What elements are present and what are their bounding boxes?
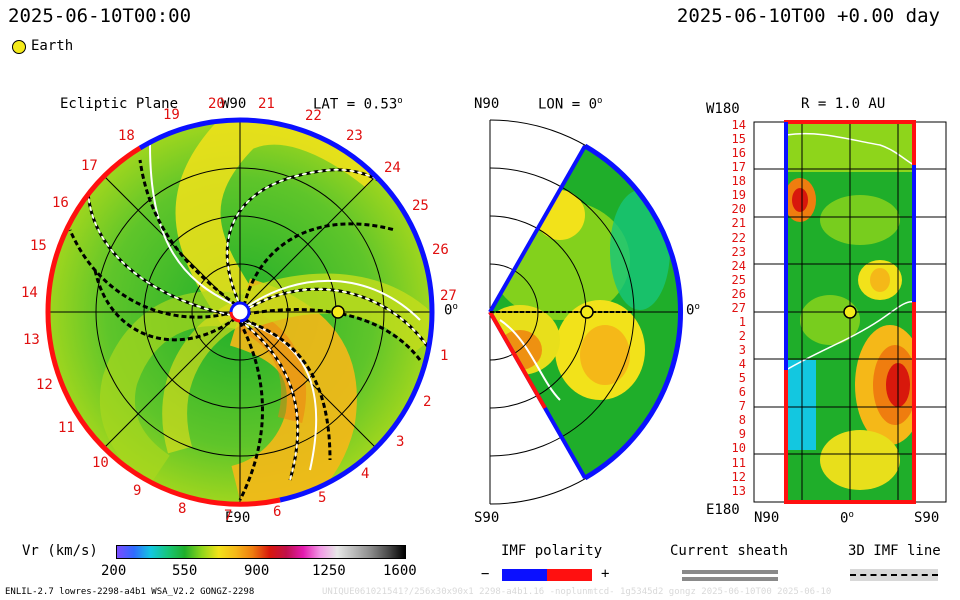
colorbar-tick: 200	[101, 563, 127, 579]
earth-marker-ecliptic	[331, 305, 345, 319]
current-sheath-swatch-bottom	[682, 577, 778, 581]
carrington-label: 13	[23, 332, 40, 348]
earth-marker-latlon	[843, 305, 857, 319]
current-sheath-label: Current sheath	[670, 543, 789, 559]
latlon-x-label: 0o	[840, 510, 854, 527]
carrington-label: 14	[21, 285, 38, 301]
polarity-negative-swatch	[502, 569, 547, 581]
carrington-label: 21	[258, 96, 275, 112]
run-watermark: UNIQUE061021541?/256x30x90x1 2298-a4b1.1…	[322, 587, 832, 597]
latlon-x-label: S90	[914, 510, 940, 526]
model-info: ENLIL-2.7 lowres-2298-a4b1 WSA_V2.2 GONG…	[5, 587, 255, 597]
carrington-label: 15	[30, 238, 47, 254]
imf-plus-label: +	[601, 566, 610, 582]
carrington-label: 1	[440, 348, 449, 364]
colorbar-tick: 550	[172, 563, 198, 579]
datetime-right: 2025-06-10T00 +0.00 day	[676, 5, 940, 27]
imf-line-swatch	[850, 569, 938, 581]
datetime-left: 2025-06-10T00:00	[8, 5, 192, 27]
ecliptic-zero-label: 0o	[444, 302, 458, 319]
carrington-label: 4	[361, 466, 370, 482]
carrington-label: 6	[273, 504, 282, 520]
colorbar-tick: 1250	[312, 563, 346, 579]
colorbar-label: Vr (km/s)	[22, 543, 98, 559]
carrington-label: 23	[346, 128, 363, 144]
latlon-title: R = 1.0 AU	[801, 96, 886, 112]
carrington-label: 16	[52, 195, 69, 211]
carrington-label: 18	[118, 128, 135, 144]
carrington-label: 19	[163, 107, 180, 123]
ecliptic-title: Ecliptic Plane	[60, 96, 179, 112]
meridional-lon-label: LON = 0o	[538, 96, 603, 113]
carrington-label: 8	[178, 501, 187, 517]
latlon-x-label: N90	[754, 510, 780, 526]
carrington-label: 20	[208, 96, 225, 112]
carrington-label: 7	[224, 508, 233, 524]
carrington-label: 22	[305, 108, 322, 124]
carrington-label: 25	[412, 198, 429, 214]
latlon-bottom-left-label: E180	[706, 502, 740, 518]
carrington-label: 27	[440, 288, 457, 304]
carrington-label: 3	[396, 434, 405, 450]
earth-legend-label: Earth	[31, 38, 74, 54]
carrington-label: 24	[384, 160, 401, 176]
velocity-colorbar	[116, 545, 406, 559]
earth-legend-icon	[12, 40, 26, 54]
carrington-label: 17	[81, 158, 98, 174]
imf-minus-label: −	[481, 566, 490, 582]
polarity-positive-swatch	[547, 569, 592, 581]
current-sheath-swatch-top	[682, 570, 778, 574]
carrington-label: 26	[432, 242, 449, 258]
imf-line-label: 3D IMF line	[848, 543, 941, 559]
carrington-label: 5	[318, 490, 327, 506]
earth-marker-meridional	[580, 305, 594, 319]
meridional-zero-label: 0o	[686, 302, 700, 319]
colorbar-tick: 1600	[383, 563, 417, 579]
carrington-label: 11	[58, 420, 75, 436]
carrington-label: 12	[36, 377, 53, 393]
ecliptic-bottom-label: E90	[225, 510, 251, 526]
carrington-label: 9	[133, 483, 142, 499]
meridional-bottom-label: S90	[474, 510, 500, 526]
meridional-top-label: N90	[474, 96, 500, 112]
imf-polarity-label: IMF polarity	[501, 543, 603, 559]
colorbar-tick: 900	[244, 563, 270, 579]
carrington-label: 2	[423, 394, 432, 410]
ecliptic-lat-label: LAT = 0.53o	[313, 96, 403, 113]
latlon-top-left-label: W180	[706, 101, 740, 117]
ecliptic-top-label: W90	[221, 96, 247, 112]
carrington-label: 10	[92, 455, 109, 471]
